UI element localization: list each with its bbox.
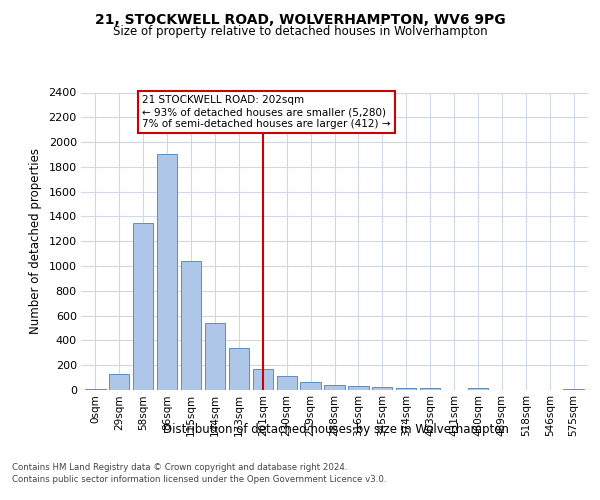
- Bar: [181, 261, 201, 390]
- Bar: [133, 222, 154, 390]
- Bar: [325, 385, 344, 390]
- Bar: [277, 376, 297, 390]
- Text: Contains HM Land Registry data © Crown copyright and database right 2024.: Contains HM Land Registry data © Crown c…: [12, 462, 347, 471]
- Text: 21, STOCKWELL ROAD, WOLVERHAMPTON, WV6 9PG: 21, STOCKWELL ROAD, WOLVERHAMPTON, WV6 9…: [95, 12, 505, 26]
- Y-axis label: Number of detached properties: Number of detached properties: [29, 148, 41, 334]
- Bar: [109, 374, 130, 390]
- Bar: [301, 382, 321, 390]
- Bar: [205, 323, 225, 390]
- Bar: [468, 388, 488, 390]
- Bar: [372, 387, 392, 390]
- Text: 21 STOCKWELL ROAD: 202sqm
← 93% of detached houses are smaller (5,280)
7% of sem: 21 STOCKWELL ROAD: 202sqm ← 93% of detac…: [142, 96, 391, 128]
- Bar: [396, 388, 416, 390]
- Bar: [253, 369, 273, 390]
- Bar: [85, 389, 106, 390]
- Bar: [563, 389, 584, 390]
- Bar: [348, 386, 368, 390]
- Text: Contains public sector information licensed under the Open Government Licence v3: Contains public sector information licen…: [12, 475, 386, 484]
- Bar: [157, 154, 177, 390]
- Bar: [229, 348, 249, 390]
- Text: Size of property relative to detached houses in Wolverhampton: Size of property relative to detached ho…: [113, 25, 487, 38]
- Text: Distribution of detached houses by size in Wolverhampton: Distribution of detached houses by size …: [163, 422, 509, 436]
- Bar: [420, 388, 440, 390]
